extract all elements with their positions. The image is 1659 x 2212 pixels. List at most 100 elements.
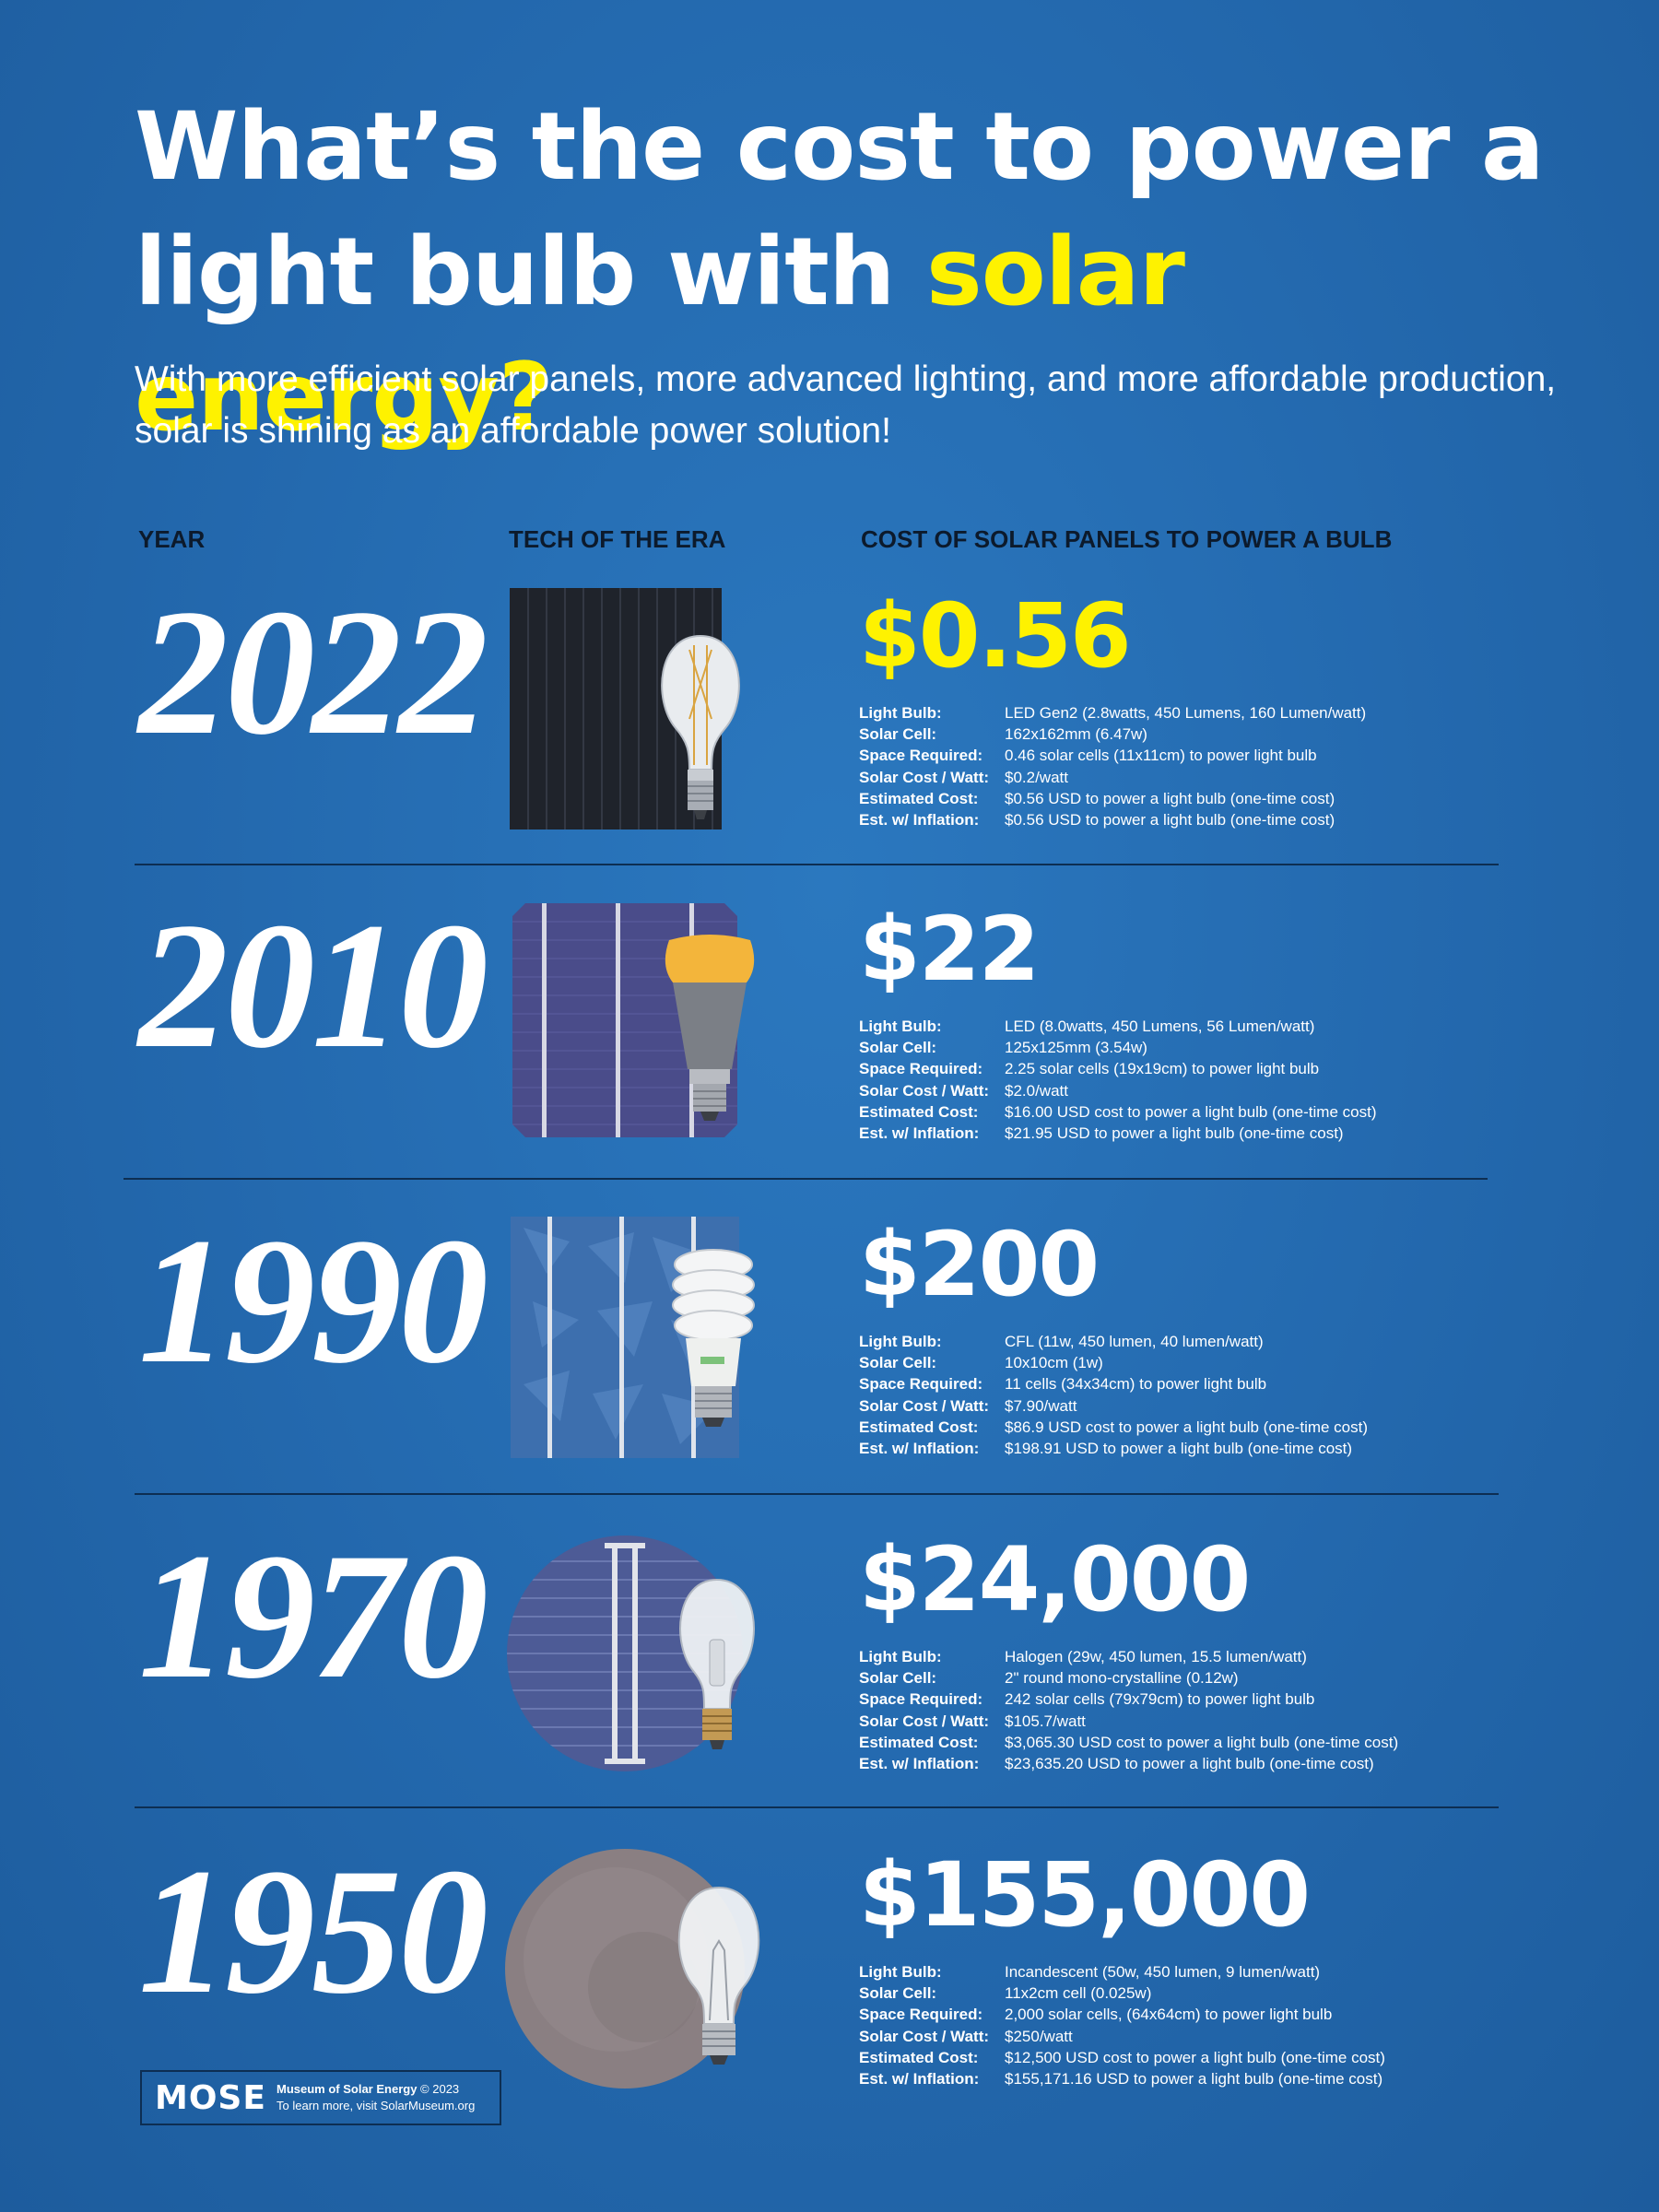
year-label: 1950 <box>138 1831 488 2031</box>
org-name: Museum of Solar Energy <box>276 2082 418 2096</box>
spec-key: Light Bulb: <box>859 1963 942 1981</box>
spec-key: Estimated Cost: <box>859 1733 979 1751</box>
spec-key: Solar Cell: <box>859 725 937 744</box>
year-label: 1990 <box>138 1201 488 1401</box>
spec-key: Space Required: <box>859 1375 983 1394</box>
spec-value: $0.2/watt <box>1005 768 1068 786</box>
spec-value: 2.25 solar cells (19x19cm) to power ligh… <box>1005 1060 1320 1078</box>
price: $200 <box>859 1213 1100 1316</box>
spec-value: 162x162mm (6.47w) <box>1005 725 1147 744</box>
spec-key: Estimated Cost: <box>859 1102 979 1121</box>
spec-key: Solar Cost / Watt: <box>859 768 990 786</box>
spec-inflation-cost: Est. w/ Inflation: $155,171.16 USD to pow… <box>859 2068 1385 2089</box>
spec-space-required: Space Required: 11 cells (34x34cm) to pow… <box>859 1373 1368 1394</box>
page-title: What’s the cost to power a light bulb wi… <box>135 85 1572 461</box>
spec-value: CFL (11w, 450 lumen, 40 lumen/watt) <box>1005 1333 1264 1350</box>
spec-value: $7.90/watt <box>1005 1396 1077 1415</box>
halogen-panel-image <box>507 1535 755 1771</box>
spec-value: 11x2cm cell (0.025w) <box>1005 1984 1152 2003</box>
spec-value: 125x125mm (3.54w) <box>1005 1039 1147 1057</box>
visit-link-text: To learn more, visit SolarMuseum.org <box>276 2099 476 2112</box>
spec-value: 2,000 solar cells, (64x64cm) to power li… <box>1005 2006 1333 2024</box>
spec-value: 10x10cm (1w) <box>1005 1354 1103 1372</box>
incandescent-panel-image <box>505 1849 760 2088</box>
cfl-panel-image <box>511 1217 755 1458</box>
spec-space-required: Space Required: 2,000 solar cells, (64x64… <box>859 2004 1385 2025</box>
spec-key: Solar Cost / Watt: <box>859 1081 990 1100</box>
price: $22 <box>859 898 1040 1001</box>
spec-key: Solar Cost / Watt: <box>859 2027 990 2045</box>
spec-key: Estimated Cost: <box>859 1418 979 1436</box>
spec-space-required: Space Required: 242 solar cells (79x79cm)… <box>859 1688 1398 1710</box>
spec-light-bulb: Light Bulb: LED Gen2 (2.8watts, 450 Lumen… <box>859 702 1366 724</box>
spec-list: Light Bulb: CFL (11w, 450 lumen, 40 lumen… <box>859 1331 1368 1459</box>
spec-key: Solar Cost / Watt: <box>859 1396 990 1415</box>
spec-key: Est. w/ Inflation: <box>859 1440 980 1458</box>
row-2022: 2022 $0.56 Light Bulb: LED Gen2 (2.8watts… <box>0 581 1659 885</box>
spec-list: Light Bulb: LED (8.0watts, 450 Lumens, 56… <box>859 1016 1376 1144</box>
spec-key: Space Required: <box>859 1060 983 1078</box>
spec-space-required: Space Required: 2.25 solar cells (19x19cm… <box>859 1058 1376 1079</box>
spec-list: Light Bulb: LED Gen2 (2.8watts, 450 Lumen… <box>859 702 1366 830</box>
spec-light-bulb: Light Bulb: LED (8.0watts, 450 Lumens, 56… <box>859 1016 1376 1037</box>
spec-light-bulb: Light Bulb: CFL (11w, 450 lumen, 40 lumen… <box>859 1331 1368 1352</box>
spec-value: 2" round mono-crystalline (0.12w) <box>1005 1669 1239 1688</box>
spec-key: Solar Cell: <box>859 1669 937 1688</box>
spec-inflation-cost: Est. w/ Inflation: $21.95 USD to power a … <box>859 1123 1376 1144</box>
spec-inflation-cost: Est. w/ Inflation: $23,635.20 USD to powe… <box>859 1753 1398 1774</box>
spec-value: $155,171.16 USD to power a light bulb (o… <box>1005 2070 1383 2088</box>
spec-value: $2.0/watt <box>1005 1081 1068 1100</box>
spec-key: Solar Cell: <box>859 1039 937 1057</box>
spec-solar-cell: Solar Cell: 10x10cm (1w) <box>859 1352 1368 1373</box>
spec-key: Space Required: <box>859 2006 983 2024</box>
spec-value: LED Gen2 (2.8watts, 450 Lumens, 160 Lume… <box>1005 704 1367 722</box>
spec-estimated-cost: Estimated Cost: $86.9 USD cost to power a… <box>859 1417 1368 1438</box>
row-divider <box>124 1178 1488 1180</box>
spec-value: LED (8.0watts, 450 Lumens, 56 Lumen/watt… <box>1005 1018 1315 1035</box>
year-label: 1970 <box>138 1516 488 1716</box>
spec-value: 0.46 solar cells (11x11cm) to power ligh… <box>1005 747 1317 765</box>
spec-key: Estimated Cost: <box>859 2048 979 2066</box>
spec-solar-cell: Solar Cell: 125x125mm (3.54w) <box>859 1037 1376 1058</box>
spec-key: Light Bulb: <box>859 704 942 722</box>
row-divider <box>135 1493 1499 1495</box>
row-2010: 2010 $22 Light Bulb: LED (8.0watts, 450 L… <box>0 894 1659 1198</box>
spec-key: Est. w/ Inflation: <box>859 2070 980 2088</box>
spec-light-bulb: Light Bulb: Incandescent (50w, 450 lumen,… <box>859 1961 1385 1983</box>
spec-cost-per-watt: Solar Cost / Watt: $2.0/watt <box>859 1080 1376 1101</box>
spec-key: Light Bulb: <box>859 1018 942 1035</box>
spec-key: Solar Cell: <box>859 1984 937 2003</box>
spec-list: Light Bulb: Halogen (29w, 450 lumen, 15.5… <box>859 1646 1398 1774</box>
spec-estimated-cost: Estimated Cost: $16.00 USD cost to power … <box>859 1101 1376 1123</box>
price: $0.56 <box>859 584 1132 688</box>
spec-value: $86.9 USD cost to power a light bulb (on… <box>1005 1418 1369 1436</box>
column-header-tech: TECH OF THE ERA <box>509 525 726 553</box>
spec-value: $198.91 USD to power a light bulb (one-t… <box>1005 1440 1353 1458</box>
spec-key: Estimated Cost: <box>859 789 979 807</box>
led-panel-image <box>512 903 755 1137</box>
spec-value: 242 solar cells (79x79cm) to power light… <box>1005 1690 1315 1709</box>
spec-value: $250/watt <box>1005 2027 1073 2045</box>
spec-estimated-cost: Estimated Cost: $3,065.30 USD cost to pow… <box>859 1732 1398 1753</box>
mose-logo: MOSE <box>155 2079 266 2117</box>
column-header-cost: COST OF SOLAR PANELS TO POWER A BULB <box>861 525 1393 553</box>
title-text: What’s the cost to power a light bulb wi… <box>135 92 1545 327</box>
row-1990: 1990 $200 Light Bulb: CFL (11w, 450 lumen… <box>0 1209 1659 1513</box>
spec-value: Incandescent (50w, 450 lumen, 9 lumen/wa… <box>1005 1963 1321 1981</box>
spec-light-bulb: Light Bulb: Halogen (29w, 450 lumen, 15.5… <box>859 1646 1398 1667</box>
spec-estimated-cost: Estimated Cost: $12,500 USD cost to power… <box>859 2047 1385 2068</box>
spec-value: $23,635.20 USD to power a light bulb (on… <box>1005 1755 1374 1773</box>
spec-key: Space Required: <box>859 1690 983 1709</box>
spec-inflation-cost: Est. w/ Inflation: $198.91 USD to power a… <box>859 1438 1368 1459</box>
copyright: © 2023 <box>420 2082 460 2096</box>
spec-solar-cell: Solar Cell: 2" round mono-crystalline (0.… <box>859 1667 1398 1688</box>
row-divider <box>135 1806 1499 1808</box>
spec-key: Solar Cell: <box>859 1354 937 1372</box>
led-gen2-panel-image <box>510 588 740 830</box>
spec-cost-per-watt: Solar Cost / Watt: $250/watt <box>859 2026 1385 2047</box>
spec-space-required: Space Required: 0.46 solar cells (11x11cm… <box>859 745 1366 766</box>
column-header-year: YEAR <box>138 525 206 553</box>
spec-value: $16.00 USD cost to power a light bulb (o… <box>1005 1102 1377 1121</box>
row-1970: 1970 $24,000 Light Bulb: Halogen (29w, 45… <box>0 1524 1659 1829</box>
price: $155,000 <box>859 1843 1311 1947</box>
